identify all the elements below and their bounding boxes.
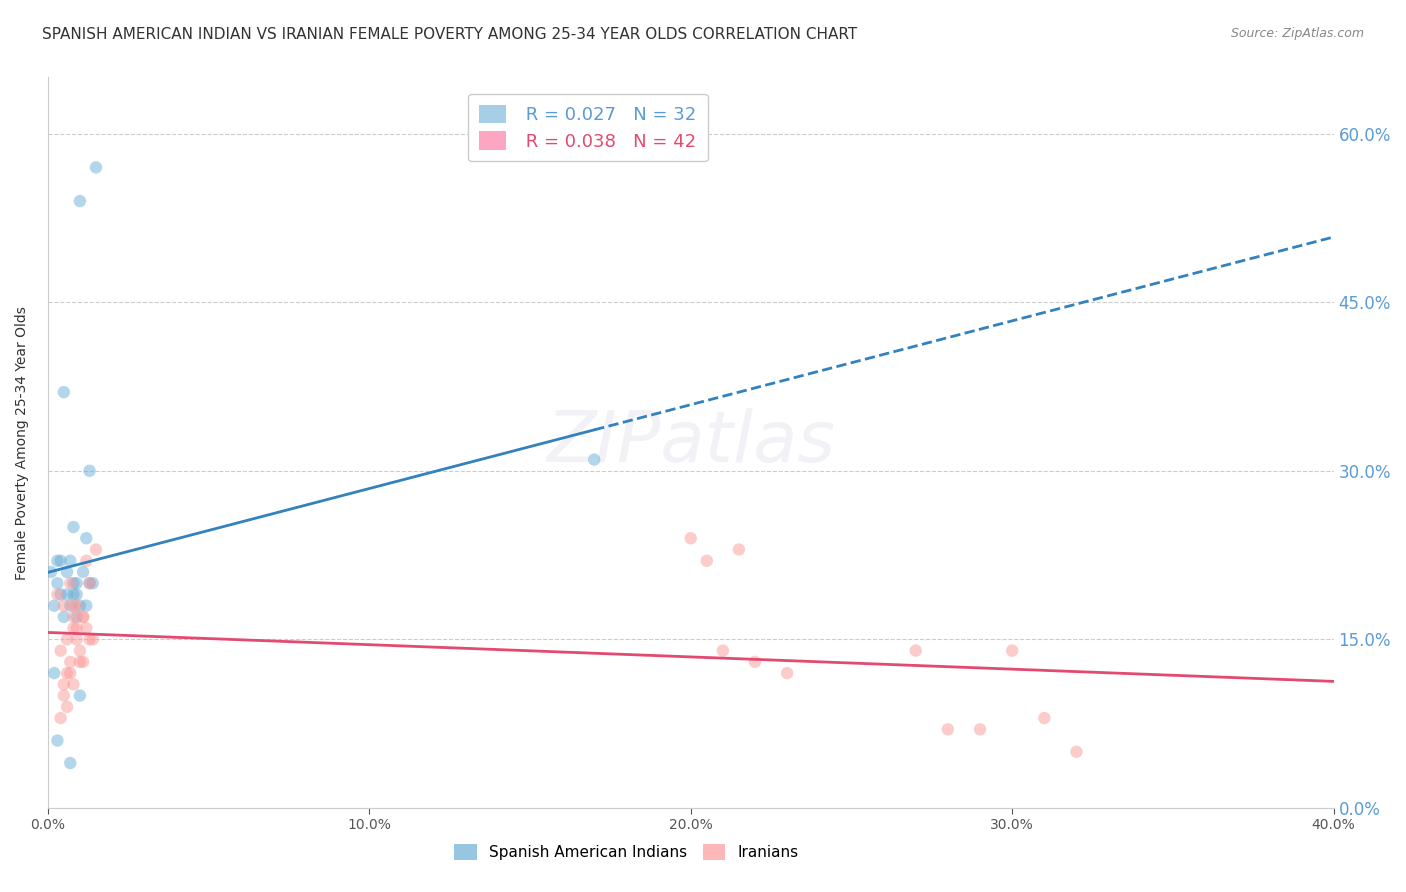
- Point: [72, 610, 94, 624]
- Point: [46, 733, 69, 747]
- Point: [59, 554, 82, 568]
- Point: [728, 542, 751, 557]
- Point: [56, 632, 79, 647]
- Point: [59, 756, 82, 770]
- Legend:  R = 0.027   N = 32,  R = 0.038   N = 42: R = 0.027 N = 32, R = 0.038 N = 42: [468, 94, 707, 161]
- Point: [39, 565, 62, 579]
- Point: [62, 587, 84, 601]
- Point: [79, 576, 101, 591]
- Point: [776, 666, 799, 681]
- Point: [72, 655, 94, 669]
- Point: [46, 587, 69, 601]
- Point: [59, 666, 82, 681]
- Point: [75, 554, 97, 568]
- Point: [52, 689, 75, 703]
- Point: [62, 677, 84, 691]
- Point: [75, 599, 97, 613]
- Point: [46, 554, 69, 568]
- Point: [56, 699, 79, 714]
- Point: [1066, 745, 1088, 759]
- Point: [59, 576, 82, 591]
- Point: [66, 587, 89, 601]
- Point: [82, 576, 104, 591]
- Point: [66, 621, 89, 635]
- Point: [52, 677, 75, 691]
- Point: [79, 464, 101, 478]
- Point: [75, 621, 97, 635]
- Point: [936, 723, 959, 737]
- Point: [84, 161, 107, 175]
- Point: [72, 610, 94, 624]
- Point: [59, 655, 82, 669]
- Point: [66, 576, 89, 591]
- Point: [72, 565, 94, 579]
- Y-axis label: Female Poverty Among 25-34 Year Olds: Female Poverty Among 25-34 Year Olds: [15, 306, 30, 580]
- Point: [69, 655, 91, 669]
- Point: [69, 599, 91, 613]
- Point: [1033, 711, 1056, 725]
- Point: [52, 610, 75, 624]
- Point: [82, 632, 104, 647]
- Text: Source: ZipAtlas.com: Source: ZipAtlas.com: [1230, 27, 1364, 40]
- Point: [49, 643, 72, 657]
- Point: [904, 643, 927, 657]
- Point: [62, 621, 84, 635]
- Point: [69, 643, 91, 657]
- Point: [59, 599, 82, 613]
- Point: [69, 689, 91, 703]
- Point: [44, 666, 66, 681]
- Point: [66, 610, 89, 624]
- Point: [696, 554, 718, 568]
- Point: [1001, 643, 1024, 657]
- Point: [744, 655, 766, 669]
- Point: [44, 599, 66, 613]
- Point: [66, 632, 89, 647]
- Point: [62, 599, 84, 613]
- Point: [49, 554, 72, 568]
- Point: [56, 587, 79, 601]
- Point: [583, 452, 606, 467]
- Point: [46, 576, 69, 591]
- Point: [62, 576, 84, 591]
- Point: [66, 599, 89, 613]
- Point: [62, 520, 84, 534]
- Point: [52, 599, 75, 613]
- Point: [49, 587, 72, 601]
- Point: [52, 385, 75, 400]
- Point: [79, 576, 101, 591]
- Point: [679, 531, 702, 545]
- Text: ZIPatlas: ZIPatlas: [546, 409, 835, 477]
- Point: [49, 711, 72, 725]
- Point: [69, 194, 91, 208]
- Point: [969, 723, 991, 737]
- Point: [56, 666, 79, 681]
- Point: [62, 610, 84, 624]
- Point: [79, 632, 101, 647]
- Point: [711, 643, 734, 657]
- Point: [84, 542, 107, 557]
- Text: SPANISH AMERICAN INDIAN VS IRANIAN FEMALE POVERTY AMONG 25-34 YEAR OLDS CORRELAT: SPANISH AMERICAN INDIAN VS IRANIAN FEMAL…: [42, 27, 858, 42]
- Point: [75, 531, 97, 545]
- Point: [56, 565, 79, 579]
